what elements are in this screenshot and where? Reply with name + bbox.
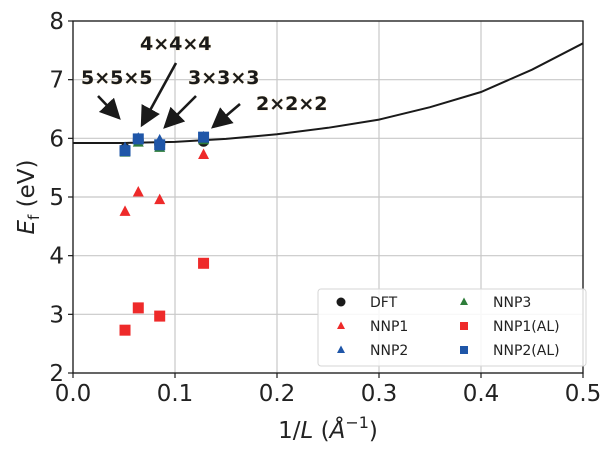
y-tick-label: 8 [49, 9, 64, 35]
point-nnp1 [154, 193, 166, 205]
annotation-2x2x2: 2×2×2 [256, 93, 328, 115]
point-nnp1 [132, 186, 144, 197]
annotation-4x4x4: 4×4×4 [140, 33, 212, 55]
annotation-5x5x5: 5×5×5 [81, 67, 153, 89]
point-nnp1al [198, 257, 210, 269]
y-tick-label: 3 [49, 302, 64, 328]
legend-label: NNP1(AL) [493, 319, 560, 335]
legend-marker-nnp1al [460, 322, 468, 330]
legend-marker-nnp2 [337, 345, 345, 354]
annotation-arrow [211, 103, 241, 129]
annotation-arrow [163, 95, 197, 129]
x-tick-label: 0.0 [55, 381, 92, 407]
legend-marker-nnp2al [460, 346, 468, 354]
legend-label: NNP2 [370, 343, 408, 359]
legend-box [317, 288, 587, 367]
x-tick-label: 0.4 [463, 381, 500, 407]
point-nnp1al [119, 324, 131, 336]
legend-marker-dft [336, 297, 346, 307]
annotation-arrows [97, 62, 241, 129]
annotation-arrow [140, 62, 178, 128]
legend-label: NNP2(AL) [493, 343, 560, 359]
point-nnp1al [154, 310, 166, 322]
x-tick-label: 0.5 [565, 381, 602, 407]
legend-label: NNP3 [493, 295, 531, 311]
x-tick-label: 0.1 [157, 381, 194, 407]
legend: DFT NNP3 NNP1 NNP1(AL) NNP2 NNP2(AL) [317, 288, 587, 367]
x-axis-label: 1/L (Å−1) [278, 413, 378, 444]
y-tick-label: 6 [49, 126, 64, 152]
point-nnp2al [119, 145, 131, 157]
x-tick-label: 0.3 [361, 381, 398, 407]
y-tick-label: 2 [49, 361, 64, 387]
fit-curve [73, 42, 584, 144]
point-nnp2al [154, 139, 166, 151]
legend-marker-nnp1 [337, 321, 345, 330]
legend-label: NNP1 [370, 319, 408, 335]
point-nnp2al [198, 131, 210, 143]
x-tick-label: 0.2 [259, 381, 296, 407]
point-nnp2al [132, 133, 144, 145]
axis-ticks: 0.0 0.1 0.2 0.3 0.4 0.5 2 3 4 5 6 7 8 [49, 9, 601, 407]
legend-label: DFT [370, 295, 398, 311]
y-tick-label: 4 [49, 244, 64, 270]
point-nnp1 [198, 148, 210, 159]
legend-marker-nnp3 [460, 297, 468, 306]
annotation-arrow [97, 95, 121, 120]
data-points [119, 130, 210, 336]
point-nnp1al [132, 302, 144, 314]
y-tick-label: 5 [49, 185, 64, 211]
fit-curve-layer [73, 42, 584, 144]
point-nnp1 [119, 205, 131, 216]
annotation-3x3x3: 3×3×3 [188, 67, 260, 89]
y-axis-label: Ef (eV) [14, 160, 43, 235]
y-tick-label: 7 [49, 68, 64, 94]
